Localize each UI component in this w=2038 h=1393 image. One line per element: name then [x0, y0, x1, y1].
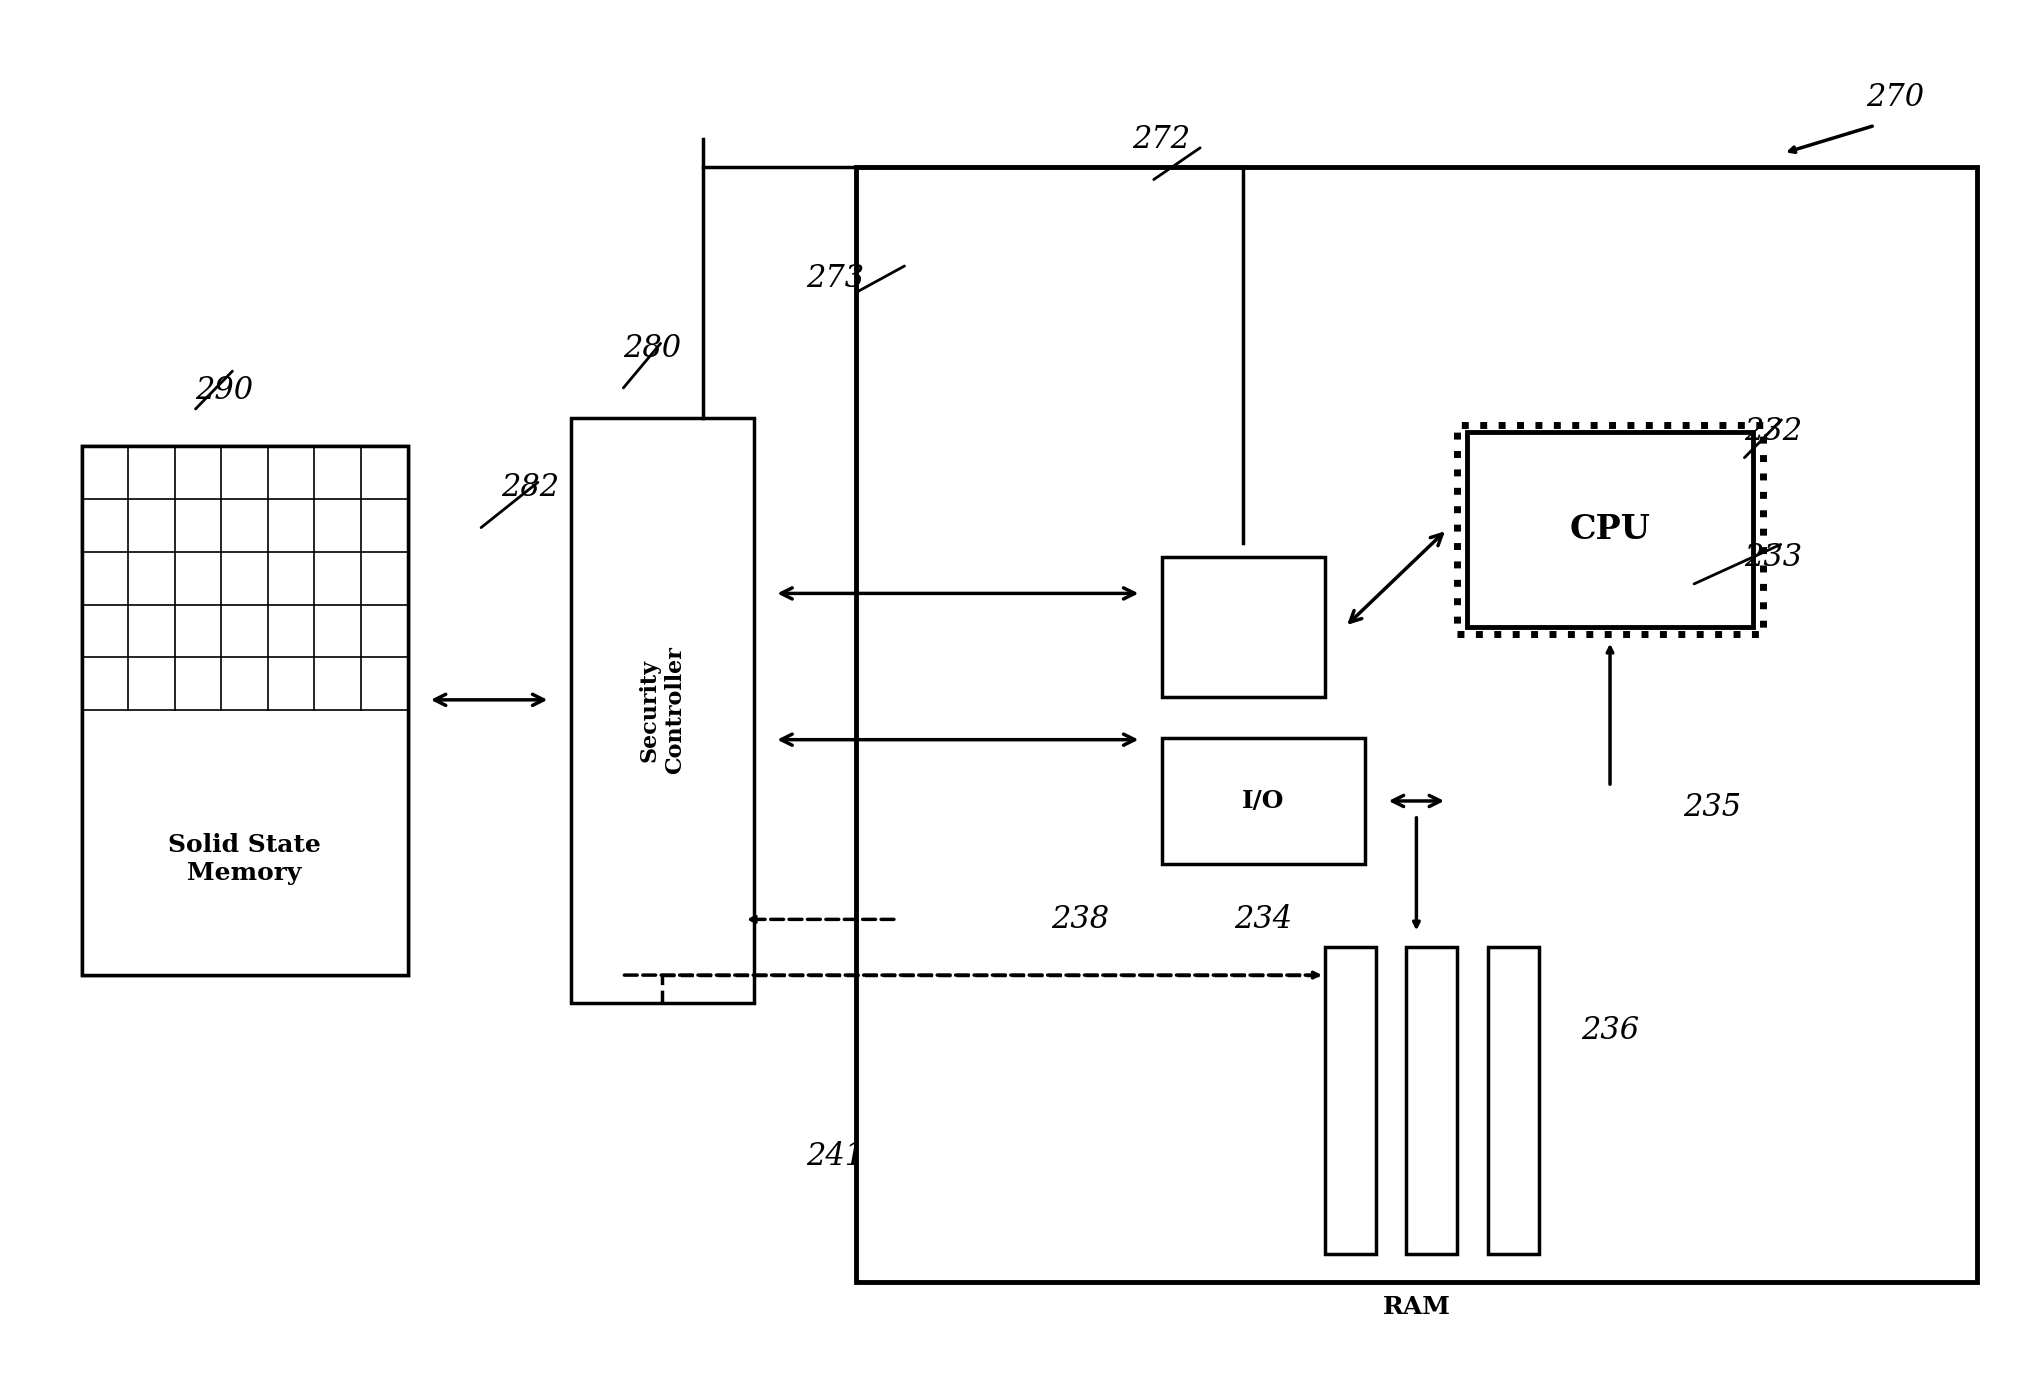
Text: 270: 270: [1867, 82, 1924, 113]
Text: 236: 236: [1581, 1015, 1639, 1046]
Text: RAM: RAM: [1382, 1295, 1451, 1319]
Bar: [1457, 425, 1763, 634]
Text: 233: 233: [1745, 542, 1802, 573]
Bar: [1488, 947, 1539, 1254]
Bar: [571, 418, 754, 1003]
Text: Security
Controller: Security Controller: [638, 646, 687, 775]
Bar: [82, 446, 408, 710]
Text: 232: 232: [1745, 417, 1802, 447]
Text: 234: 234: [1235, 904, 1292, 935]
Text: 273: 273: [807, 263, 864, 294]
Text: 282: 282: [501, 472, 558, 503]
Bar: [1162, 738, 1365, 864]
Text: 238: 238: [1052, 904, 1109, 935]
Bar: [1467, 432, 1753, 627]
Text: I/O: I/O: [1243, 788, 1284, 814]
Bar: [82, 446, 408, 975]
Bar: [82, 446, 408, 975]
Bar: [1325, 947, 1376, 1254]
Text: 241: 241: [807, 1141, 864, 1172]
Bar: [1406, 947, 1457, 1254]
Text: 280: 280: [624, 333, 681, 364]
Bar: [856, 167, 1977, 1282]
Text: 272: 272: [1133, 124, 1190, 155]
Text: CPU: CPU: [1569, 513, 1651, 546]
Text: Solid State
Memory: Solid State Memory: [167, 833, 322, 885]
Text: 290: 290: [196, 375, 253, 405]
Text: 235: 235: [1683, 793, 1740, 823]
Bar: [1162, 557, 1325, 696]
